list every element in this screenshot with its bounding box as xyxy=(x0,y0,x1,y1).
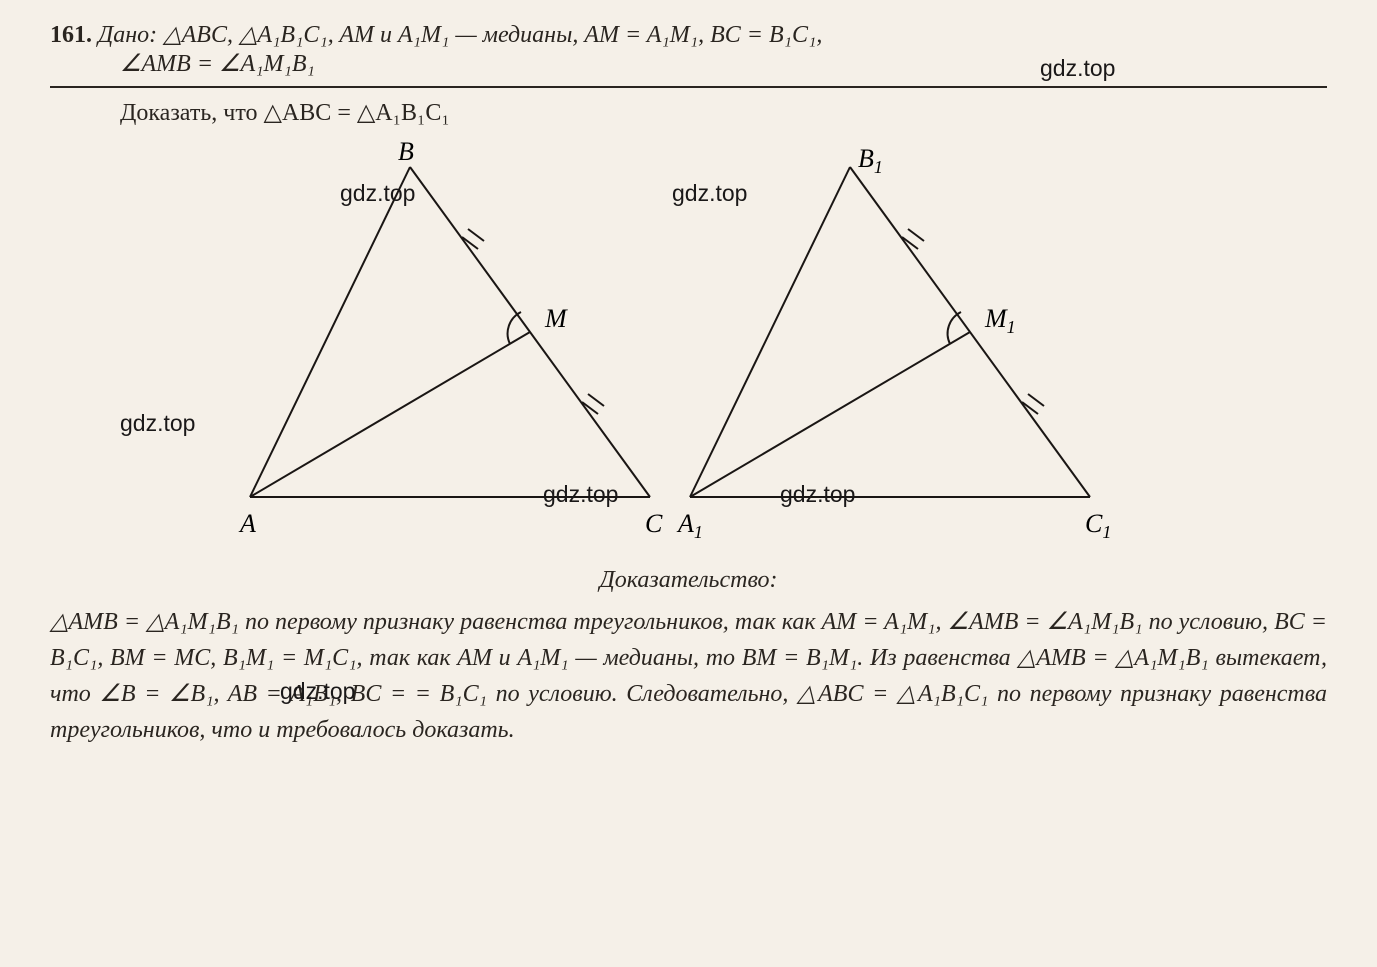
given-line1: 161. Дано: △ABC, △A₁B₁C₁, AM и A₁M₁ — ме… xyxy=(50,22,822,48)
proof-title: Доказательство: xyxy=(50,567,1327,594)
watermark-6: gdz.top xyxy=(780,481,855,508)
svg-text:A: A xyxy=(238,509,256,538)
watermark-7: gdz.top xyxy=(280,678,355,705)
triangle-abc: A B C M xyxy=(238,137,663,538)
watermark-5: gdz.top xyxy=(543,481,618,508)
proof-text: △AMB = △A₁M₁B₁ по первому признаку равен… xyxy=(50,604,1327,748)
watermark-4: gdz.top xyxy=(120,410,195,437)
given-section: 161. Дано: △ABC, △A₁B₁C₁, AM и A₁M₁ — ме… xyxy=(50,20,1327,88)
given-line2: ∠AMB = ∠A₁M₁B₁ xyxy=(120,49,1327,78)
watermark-2: gdz.top xyxy=(340,180,415,207)
problem-number: 161. xyxy=(50,22,92,48)
given-content-1: △ABC, △A₁B₁C₁, AM и A₁M₁ — медианы, AM =… xyxy=(163,22,822,48)
given-prefix: Дано: xyxy=(98,22,157,48)
svg-text:B: B xyxy=(398,137,414,166)
watermark-1: gdz.top xyxy=(1040,55,1115,82)
svg-text:A1: A1 xyxy=(676,509,703,542)
svg-text:M1: M1 xyxy=(984,304,1016,337)
svg-text:C: C xyxy=(645,509,663,538)
watermark-3: gdz.top xyxy=(672,180,747,207)
prove-line: Доказать, что △ABC = △A₁B₁C₁ xyxy=(120,98,1327,127)
svg-text:C1: C1 xyxy=(1085,509,1111,542)
svg-text:M: M xyxy=(544,304,568,333)
svg-text:B1: B1 xyxy=(858,144,883,177)
